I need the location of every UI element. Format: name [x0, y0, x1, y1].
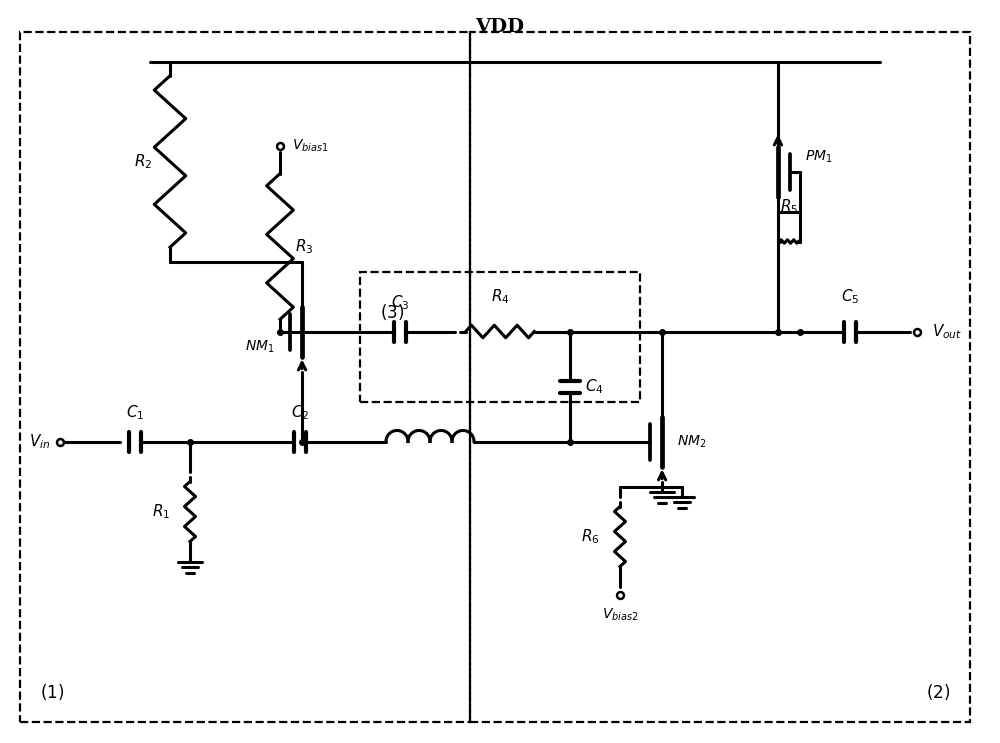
- Text: $V_{bias1}$: $V_{bias1}$: [292, 137, 329, 154]
- Text: $V_{bias2}$: $V_{bias2}$: [602, 606, 638, 623]
- Text: $R_5$: $R_5$: [780, 198, 798, 216]
- Text: $C_3$: $C_3$: [391, 293, 409, 311]
- Text: $(1)$: $(1)$: [40, 681, 64, 701]
- Text: $NM_2$: $NM_2$: [677, 433, 707, 450]
- Text: $PM_1$: $PM_1$: [805, 149, 833, 165]
- Text: $NM_1$: $NM_1$: [245, 338, 275, 354]
- Text: $R_4$: $R_4$: [491, 288, 509, 307]
- Text: $R_6$: $R_6$: [581, 527, 600, 546]
- Text: $(3)$: $(3)$: [380, 302, 404, 322]
- Text: $C_2$: $C_2$: [291, 403, 309, 421]
- Text: $C_1$: $C_1$: [126, 403, 144, 421]
- Text: $R_2$: $R_2$: [134, 152, 152, 171]
- Text: $(2)$: $(2)$: [926, 681, 950, 701]
- Text: $R_1$: $R_1$: [152, 502, 170, 521]
- Text: $C_5$: $C_5$: [841, 288, 859, 307]
- Text: $C_4$: $C_4$: [585, 377, 604, 396]
- Text: VDD: VDD: [475, 18, 525, 36]
- Text: $V_{out}$: $V_{out}$: [932, 322, 962, 341]
- Text: $V_{in}$: $V_{in}$: [29, 432, 50, 451]
- Text: $R_3$: $R_3$: [295, 237, 313, 256]
